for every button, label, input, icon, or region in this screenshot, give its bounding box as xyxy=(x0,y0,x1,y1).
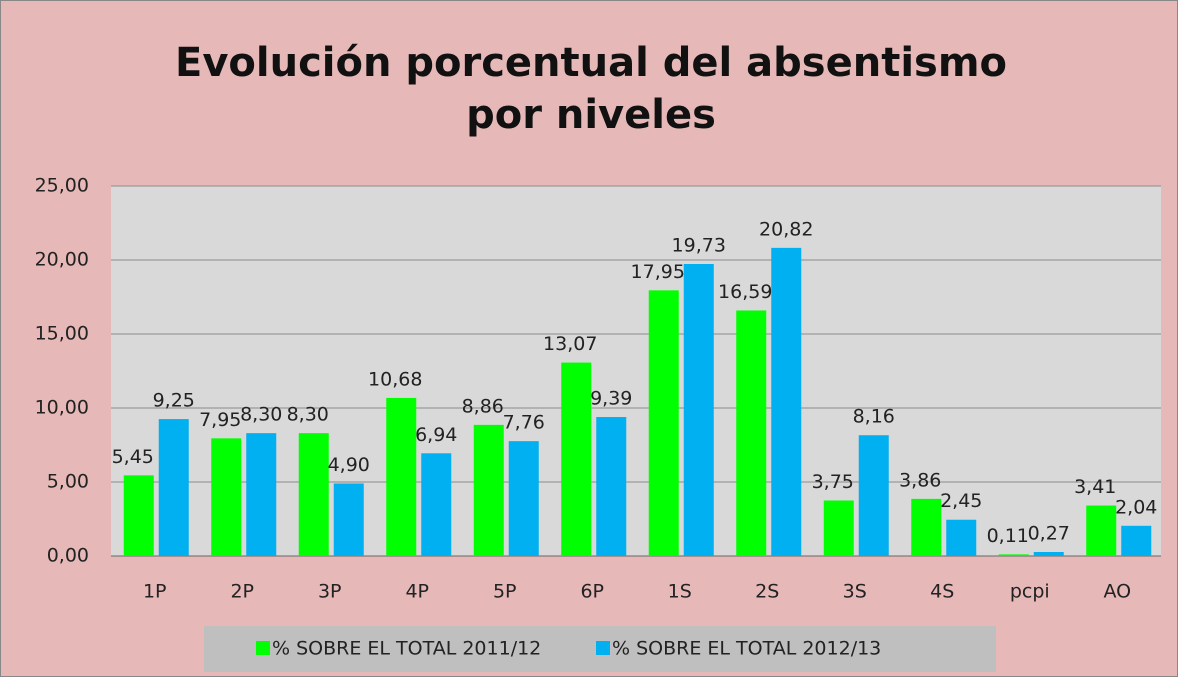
value-label: 0,27 xyxy=(1028,523,1070,545)
bar xyxy=(648,290,679,556)
legend-label: % SOBRE EL TOTAL 2012/13 xyxy=(612,638,881,660)
value-label: 3,75 xyxy=(812,471,854,493)
y-tick-label: 15,00 xyxy=(35,323,89,345)
chart-title: Evolución porcentual del absentismo por … xyxy=(175,40,1007,138)
bar xyxy=(946,519,977,556)
y-tick-label: 20,00 xyxy=(35,249,89,271)
x-tick-label: pcpi xyxy=(1010,581,1050,603)
value-label: 16,59 xyxy=(718,281,772,303)
legend-swatch xyxy=(596,641,610,655)
value-label: 10,68 xyxy=(368,368,422,390)
value-label: 8,30 xyxy=(240,404,282,426)
legend-label: % SOBRE EL TOTAL 2011/12 xyxy=(272,638,541,660)
bar xyxy=(211,438,242,556)
value-label: 2,45 xyxy=(940,490,982,512)
value-label: 8,30 xyxy=(287,404,329,426)
value-label: 2,04 xyxy=(1115,496,1157,518)
bar xyxy=(771,247,802,556)
bar xyxy=(596,417,627,556)
x-tick-label: 5P xyxy=(493,581,517,603)
bar xyxy=(736,310,767,556)
bar xyxy=(911,498,942,556)
value-label: 3,86 xyxy=(899,469,941,491)
x-tick-label: 6P xyxy=(580,581,604,603)
x-tick-label: 4P xyxy=(405,581,429,603)
bar xyxy=(246,433,277,556)
value-label: 3,41 xyxy=(1074,476,1116,498)
bar xyxy=(508,441,539,556)
value-label: 8,16 xyxy=(853,406,895,428)
value-label: 0,11 xyxy=(987,525,1029,547)
value-label: 4,90 xyxy=(328,454,370,476)
bar xyxy=(561,362,592,556)
x-tick-label: 3P xyxy=(318,581,342,603)
bar xyxy=(858,435,889,556)
y-tick-label: 10,00 xyxy=(35,397,89,419)
x-tick-label: 4S xyxy=(930,581,954,603)
x-tick-label: AO xyxy=(1103,581,1131,603)
x-tick-label: 1S xyxy=(668,581,692,603)
value-label: 6,94 xyxy=(415,424,457,446)
x-tick-label: 2S xyxy=(755,581,779,603)
x-tick-label: 3S xyxy=(843,581,867,603)
bar xyxy=(998,554,1029,556)
y-tick-label: 25,00 xyxy=(35,175,89,197)
bar xyxy=(333,483,364,556)
x-tick-label: 1P xyxy=(143,581,167,603)
y-tick-label: 0,00 xyxy=(47,545,89,567)
value-label: 17,95 xyxy=(631,261,685,283)
value-label: 7,76 xyxy=(503,412,545,434)
value-label: 5,45 xyxy=(112,446,154,468)
value-label: 19,73 xyxy=(672,234,726,256)
bar xyxy=(1121,525,1152,556)
bar xyxy=(1086,505,1117,556)
bar xyxy=(823,500,854,556)
bar xyxy=(473,424,504,556)
y-tick-label: 5,00 xyxy=(47,471,89,493)
value-label: 20,82 xyxy=(759,218,813,240)
legend-swatch xyxy=(256,641,270,655)
bar xyxy=(421,453,452,556)
bar xyxy=(123,475,154,556)
value-label: 9,39 xyxy=(590,388,632,410)
plot-area xyxy=(111,186,1161,556)
x-tick-label: 2P xyxy=(230,581,254,603)
value-label: 13,07 xyxy=(543,333,597,355)
bar xyxy=(683,263,714,556)
value-label: 9,25 xyxy=(153,390,195,412)
bar xyxy=(386,397,417,556)
bar xyxy=(1033,552,1064,556)
value-label: 7,95 xyxy=(199,409,241,431)
value-label: 8,86 xyxy=(462,395,504,417)
bar xyxy=(298,433,329,556)
bar xyxy=(158,419,189,556)
